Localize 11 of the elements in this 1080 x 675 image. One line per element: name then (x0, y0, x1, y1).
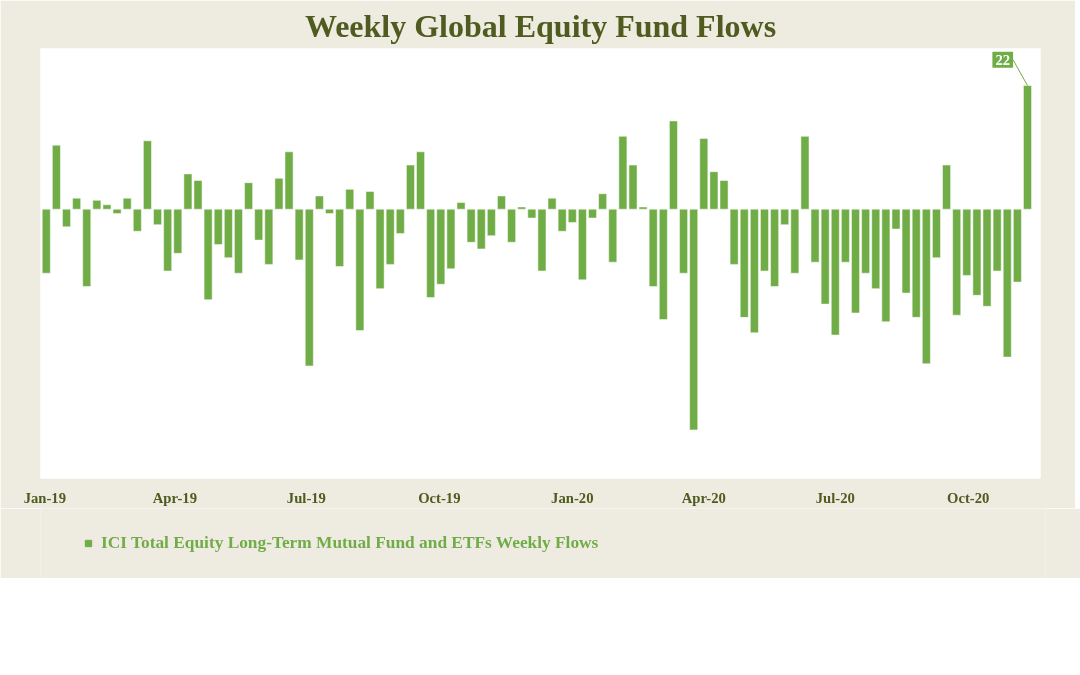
x-tick-label: Oct-20 (947, 489, 990, 506)
chart-title: Weekly Global Equity Fund Flows (304, 7, 777, 44)
legend-label: ICI Total Equity Long-Term Mutual Fund and ETFs Weekly Flows (101, 533, 599, 553)
x-tick-label: Apr-19 (152, 489, 198, 506)
annotation: 22 (995, 51, 1011, 68)
x-tick-label: Jan-19 (23, 489, 67, 506)
x-tick-label: Jul-20 (815, 489, 855, 506)
x-tick-label: Jul-19 (286, 489, 326, 506)
x-tick-label: Jan-20 (551, 489, 594, 506)
x-tick-label: Oct-19 (418, 489, 461, 506)
x-tick-label: Apr-20 (681, 489, 726, 506)
